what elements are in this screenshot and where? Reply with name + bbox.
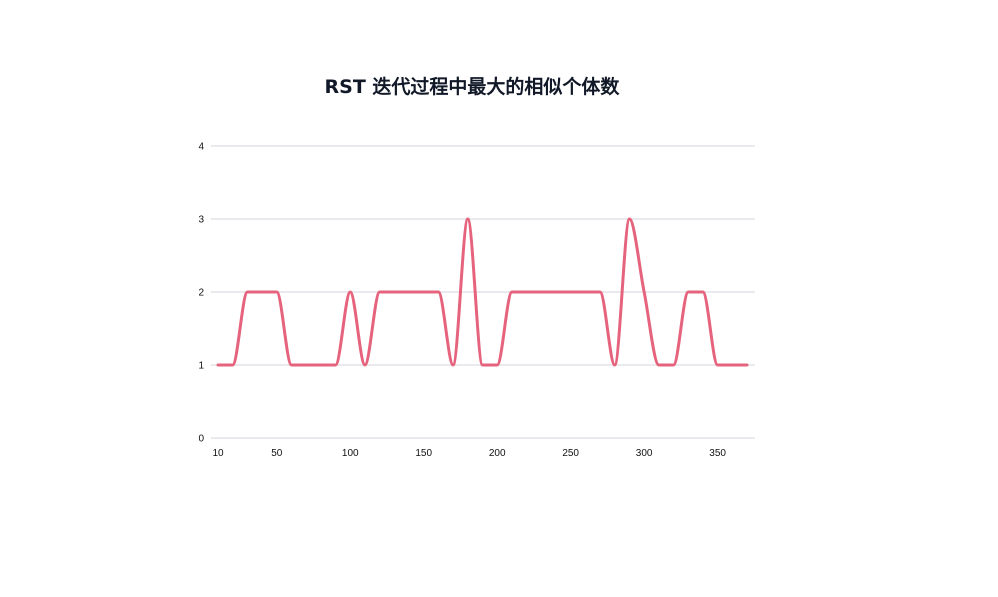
y-tick-label: 0 — [198, 434, 204, 445]
x-axis-ticks: 10 50 100 150 200 250 300 350 — [212, 448, 726, 459]
y-tick-label: 2 — [198, 288, 204, 299]
x-tick-label: 250 — [562, 448, 579, 459]
x-tick-label: 150 — [415, 448, 432, 459]
chart-title: RST 迭代过程中最大的相似个体数 — [324, 76, 620, 98]
series-line-0 — [216, 217, 749, 367]
y-tick-label: 1 — [198, 361, 204, 372]
x-tick-label: 300 — [636, 448, 653, 459]
y-tick-label: 4 — [198, 142, 204, 153]
x-tick-label: 50 — [271, 448, 283, 459]
y-axis-ticks: 0 1 2 3 4 — [198, 142, 204, 445]
grid-lines — [211, 145, 755, 439]
x-tick-label: 350 — [709, 448, 726, 459]
x-tick-label: 100 — [342, 448, 359, 459]
y-tick-label: 3 — [198, 215, 204, 226]
x-tick-label: 10 — [212, 448, 224, 459]
series-layer — [216, 217, 749, 367]
x-tick-label: 200 — [489, 448, 506, 459]
